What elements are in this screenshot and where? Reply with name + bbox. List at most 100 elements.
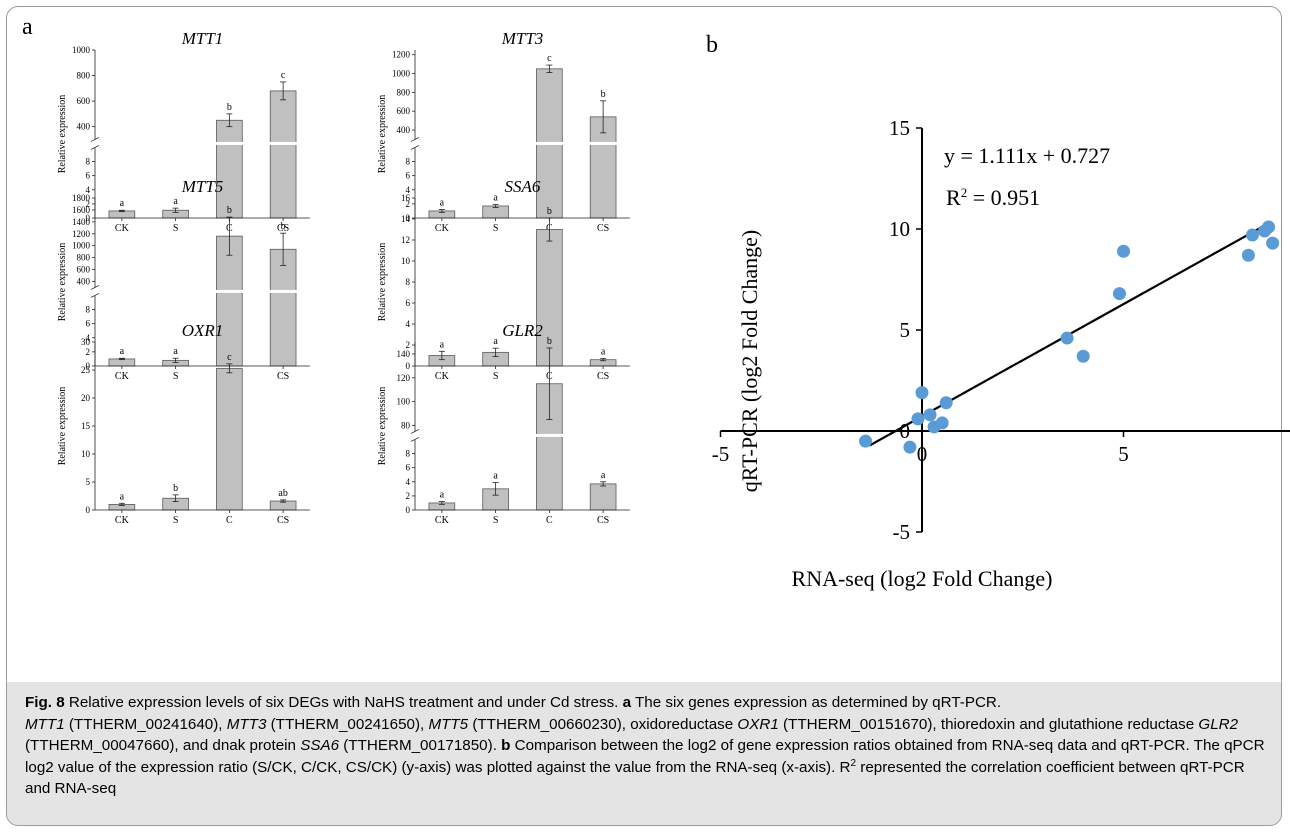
axis-break-mark (90, 285, 100, 290)
bar-cs (589, 116, 617, 219)
y-tick-label: 1200 (72, 229, 91, 239)
y-tick-label: 2 (406, 491, 411, 501)
y-tick-label: 800 (77, 71, 91, 81)
significance-letter: b (227, 205, 232, 216)
caption-text-8: (TTHERM_00171850). (339, 737, 502, 754)
significance-letter: b (547, 336, 552, 347)
scatter-point (903, 440, 917, 454)
r-squared-value: = 0.951 (967, 185, 1040, 210)
x-tick-label: CK (435, 223, 450, 234)
axis-break-mark (410, 429, 420, 434)
caption-gene-ssa6: SSA6 (300, 737, 340, 754)
caption-a-label: a (622, 694, 632, 711)
significance-letter: c (547, 53, 552, 64)
caption-text-2: The six genes expression as determined b… (631, 694, 1002, 711)
bar-c (216, 367, 243, 511)
x-tick-label: C (226, 515, 233, 526)
bar-chart-oxr1: OXR1 Relative expression a CK b Sc Cab CS 0 5 10 15… (57, 321, 310, 526)
bar-c (216, 119, 243, 219)
caption-text-4: (TTHERM_00241650), (266, 715, 429, 733)
scatter-y-tick-label: 5 (900, 318, 911, 342)
significance-letter: b (173, 483, 178, 494)
y-tick-label: 0 (406, 213, 411, 223)
caption-gene-glr2: GLR2 (1198, 715, 1239, 733)
significance-letter: c (281, 70, 286, 81)
scatter-point (1245, 228, 1259, 242)
y-tick-label: 1000 (392, 69, 411, 79)
y-tick-label: 2 (86, 199, 91, 209)
y-tick-label: 8 (406, 157, 411, 167)
figure-frame (6, 6, 1282, 826)
caption-fig-label: Fig. 8 (25, 694, 65, 711)
y-tick-label: 0 (86, 505, 91, 515)
caption-text-3: (TTHERM_00241640), (64, 715, 227, 733)
y-tick-label: 8 (86, 305, 91, 315)
y-tick-label: 4 (86, 333, 91, 343)
scatter-y-tick-label: 15 (889, 116, 910, 140)
x-tick-label: CS (597, 223, 609, 234)
bar-cs (269, 90, 297, 219)
caption-text-5: (TTHERM_00660230), oxidoreductase (468, 715, 738, 733)
significance-letter: a (601, 347, 606, 358)
significance-letter: ab (278, 488, 287, 499)
y-tick-label: 4 (406, 319, 411, 329)
y-tick-label: 600 (77, 96, 91, 106)
significance-letter: b (601, 89, 606, 100)
bar-chart-glr2: GLR2 Relative expression a CK a Sb Ca CS 0 2 4 6 8 80… (377, 321, 630, 526)
significance-letter: a (120, 491, 125, 502)
chart-title: SSA6 (505, 177, 541, 196)
scatter-point (1060, 331, 1074, 345)
y-tick-label: 2 (86, 347, 91, 357)
panel-b-letter: b (706, 32, 718, 58)
scatter-point (923, 408, 937, 422)
scatter-point (1112, 287, 1126, 301)
y-tick-label: 400 (397, 125, 411, 135)
axis-break-gap (416, 433, 630, 437)
y-tick-label: 15 (81, 421, 91, 431)
y-axis-label: Relative expression (377, 243, 388, 322)
x-tick-label: CS (277, 223, 289, 234)
significance-letter: a (601, 470, 606, 481)
scatter-point (939, 396, 953, 410)
significance-letter: a (173, 196, 178, 207)
x-tick-label: S (493, 223, 499, 234)
y-tick-label: 6 (86, 171, 91, 181)
y-tick-label: 1000 (72, 241, 91, 251)
y-tick-label: 6 (406, 171, 411, 181)
scatter-x-tick-label: -5 (712, 442, 730, 466)
axis-break-mark (90, 145, 100, 150)
scatter-point (1262, 220, 1276, 234)
regression-equation: y = 1.111x + 0.727 (944, 143, 1110, 168)
r-squared-label: R2 = 0.951 (946, 185, 1040, 210)
y-tick-label: 25 (81, 365, 91, 375)
y-tick-label: 100 (397, 397, 411, 407)
caption-text-7: (TTHERM_00047660), and dnak protein (25, 737, 301, 754)
y-tick-label: 4 (86, 185, 91, 195)
axis-break-mark (410, 137, 420, 142)
y-tick-label: 12 (401, 235, 410, 245)
caption-superscript: 2 (850, 757, 857, 769)
r-squared-exponent: 2 (961, 185, 968, 200)
scatter-x-tick-label: 0 (917, 442, 928, 466)
y-axis-label: Relative expression (57, 387, 68, 466)
y-tick-label: 2 (406, 340, 411, 350)
significance-letter: a (120, 198, 125, 209)
scatter-y-tick-label: 10 (889, 217, 910, 241)
significance-letter: b (281, 221, 286, 232)
y-tick-label: 6 (406, 463, 411, 473)
y-tick-label: 1400 (72, 217, 91, 227)
y-tick-label: 16 (401, 193, 411, 203)
y-tick-label: 400 (77, 122, 91, 132)
significance-letter: b (227, 102, 232, 113)
caption-gene-mtt1: MTT1 (25, 715, 65, 733)
chart-title: MTT1 (181, 29, 224, 48)
scatter-point (1266, 236, 1280, 250)
scatter-point (859, 434, 873, 448)
y-tick-label: 120 (397, 373, 411, 383)
y-tick-label: 2 (406, 199, 411, 209)
y-axis-label: Relative expression (377, 95, 388, 174)
y-tick-label: 1600 (72, 205, 91, 215)
x-tick-label: CS (277, 371, 289, 382)
